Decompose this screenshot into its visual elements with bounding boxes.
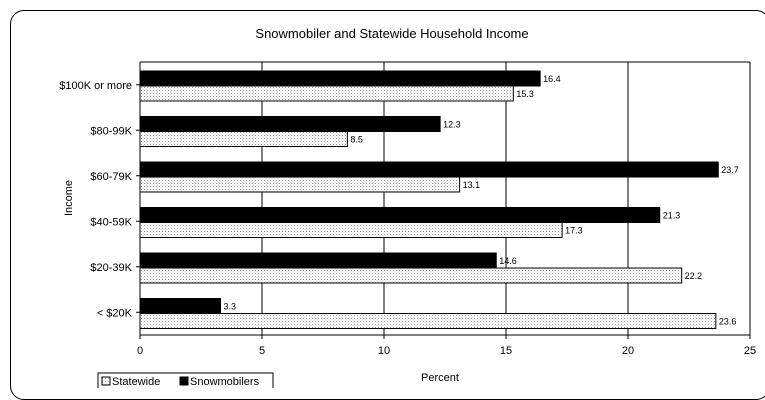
x-tick-labels: 0 5 10 15 20 25: [137, 335, 756, 357]
bar-statewide: [139, 85, 514, 102]
x-axis-title: Percent: [421, 372, 459, 384]
legend: Statewide Snowmobilers: [97, 372, 274, 388]
bar-snowmobilers: [139, 161, 719, 178]
legend-swatch-snowmobilers: [179, 376, 189, 386]
data-label-snowmobilers: 23.7: [721, 165, 739, 175]
data-label-statewide: 13.1: [463, 180, 481, 190]
category-label: $100K or more: [59, 80, 132, 92]
x-tick-label: 5: [259, 345, 265, 357]
bar-statewide: [139, 131, 348, 147]
bars: [139, 70, 719, 329]
data-label-snowmobilers: 12.3: [443, 120, 461, 130]
gridlines: [261, 62, 629, 335]
category-label: < $20K: [97, 307, 133, 319]
data-label-statewide: 8.5: [350, 135, 363, 145]
category-labels: $100K or more $80-99K $60-79K $40-59K $20-39…: [59, 80, 140, 319]
data-label-statewide: 17.3: [565, 226, 583, 236]
x-tick-label: 10: [378, 345, 390, 357]
y-axis-title: Income: [63, 180, 75, 216]
data-label-statewide: 23.6: [719, 317, 737, 327]
bar-snowmobilers: [139, 116, 441, 132]
data-label-snowmobilers: 16.4: [543, 74, 561, 84]
category-label: $40-59K: [90, 216, 132, 228]
data-label-snowmobilers: 21.3: [663, 211, 681, 221]
bar-snowmobilers: [139, 207, 661, 223]
bar-snowmobilers: [139, 298, 222, 314]
data-label-statewide: 22.2: [685, 271, 703, 281]
bar-chart: Snowmobiler and Statewide Household Inco…: [59, 26, 756, 388]
bar-statewide: [139, 176, 461, 193]
legend-label-statewide: Statewide: [112, 376, 160, 388]
bar-statewide: [139, 222, 563, 238]
chart-title: Snowmobiler and Statewide Household Inco…: [255, 26, 528, 41]
data-label-statewide: 15.3: [516, 89, 534, 99]
legend-swatch-statewide: [101, 376, 111, 386]
x-tick-label: 15: [500, 345, 512, 357]
bar-snowmobilers: [139, 252, 497, 269]
data-label-snowmobilers: 3.3: [224, 302, 237, 312]
bar-statewide: [139, 313, 717, 329]
category-label: $60-79K: [90, 171, 132, 183]
x-tick-label: 0: [137, 345, 143, 357]
data-label-snowmobilers: 14.6: [499, 256, 517, 266]
x-tick-label: 20: [622, 345, 634, 357]
category-label: $20-39K: [90, 262, 132, 274]
data-labels: 16.4 15.3 12.3 8.5 23.7 13.1 21.3 17.3 14.6 22.2 3…: [224, 74, 739, 327]
bar-snowmobilers: [139, 70, 541, 87]
bar-statewide: [139, 267, 683, 284]
category-label: $80-99K: [90, 125, 132, 137]
x-tick-label: 25: [744, 345, 756, 357]
legend-label-snowmobilers: Snowmobilers: [190, 376, 260, 388]
